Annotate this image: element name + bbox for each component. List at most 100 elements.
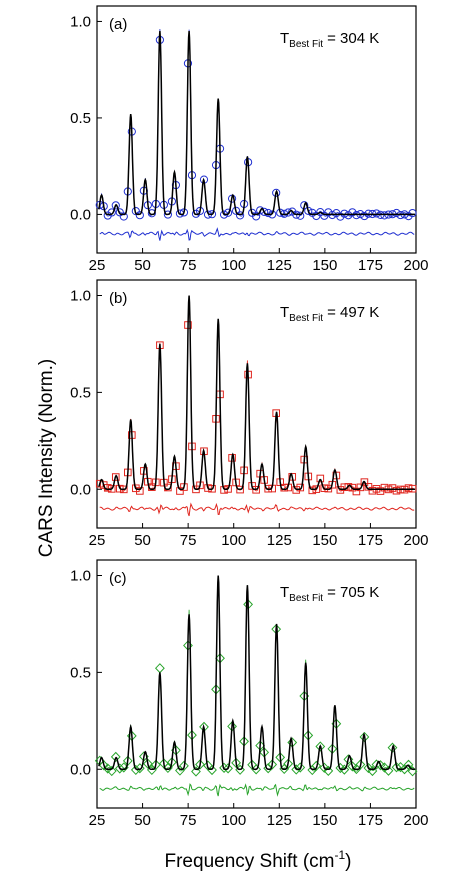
data-point — [379, 762, 390, 773]
data-point — [339, 764, 350, 775]
data-point — [231, 757, 241, 768]
y-tick-label: 1.0 — [70, 568, 91, 585]
data-point — [372, 209, 381, 218]
data-point — [284, 208, 293, 217]
data-point — [204, 484, 212, 492]
best-fit-temperature: TBest Fit = 497 K — [280, 304, 379, 324]
panel-label: (b) — [109, 290, 127, 307]
data-point — [403, 759, 414, 770]
x-tick-label: 175 — [358, 812, 383, 829]
fit-curve — [98, 31, 416, 216]
data-point — [99, 481, 108, 489]
data-point — [252, 212, 261, 221]
x-tick-label: 150 — [312, 532, 337, 549]
best-fit-temperature: TBest Fit = 705 K — [280, 584, 379, 604]
data-point — [347, 761, 358, 772]
data-point — [408, 208, 417, 218]
plot-frame — [96, 5, 417, 254]
panel-label: (a) — [109, 16, 127, 33]
best-fit-temperature: TBest Fit = 304 K — [280, 30, 379, 50]
data-point — [360, 478, 369, 486]
experimental-trace — [99, 297, 415, 492]
data-point — [163, 210, 173, 219]
data-point — [150, 759, 161, 770]
y-tick-label: 1.0 — [70, 13, 91, 30]
data-point — [110, 751, 121, 763]
panel-label: (c) — [109, 570, 127, 587]
data-point — [135, 211, 144, 220]
x-tick-label: 200 — [403, 532, 428, 549]
data-point — [356, 483, 365, 492]
residual-trace — [99, 227, 415, 241]
y-tick-label: 0.0 — [70, 761, 91, 778]
data-point — [252, 485, 260, 494]
data-point — [272, 188, 281, 197]
data-point — [296, 483, 305, 492]
x-axis-label: Frequency Shift (cm-1) — [165, 848, 352, 872]
x-tick-label: 150 — [312, 812, 337, 829]
data-point — [388, 484, 397, 492]
x-tick-label: 50 — [134, 532, 151, 549]
x-tick-label: 200 — [403, 812, 428, 829]
data-point — [154, 663, 165, 674]
data-point — [311, 760, 322, 772]
data-point — [114, 763, 125, 774]
data-point — [98, 760, 109, 771]
data-point — [220, 486, 228, 494]
x-tick-label: 75 — [180, 532, 197, 549]
x-tick-label: 125 — [267, 532, 292, 549]
data-point — [176, 487, 184, 495]
data-point — [380, 483, 389, 492]
data-point — [320, 484, 329, 492]
fit-curve — [98, 295, 416, 491]
y-tick-label: 0.5 — [70, 384, 91, 401]
data-point — [132, 484, 140, 493]
data-point — [295, 762, 306, 773]
data-point — [315, 741, 326, 752]
data-point — [296, 211, 305, 220]
data-point — [380, 211, 389, 220]
panel-1: 25 50 75 100 125 150 175 200 0.0 0.5 1.0 (b) TBest F… — [70, 279, 429, 549]
y-tick-label: 1.0 — [70, 288, 91, 305]
data-point — [231, 206, 241, 215]
x-tick-label: 75 — [180, 257, 197, 274]
x-tick-label: 50 — [134, 257, 151, 274]
data-point — [368, 486, 377, 495]
panel-0: 25 50 75 100 125 150 175 200 0.0 0.5 1.0 (a) TBest F… — [70, 5, 429, 274]
data-point — [207, 764, 217, 776]
data-point — [308, 486, 317, 495]
data-point — [111, 473, 120, 481]
data-point — [195, 759, 205, 770]
data-point — [283, 758, 294, 769]
x-tick-label: 175 — [358, 532, 383, 549]
x-tick-label: 25 — [89, 257, 106, 274]
x-tick-label: 100 — [221, 257, 246, 274]
data-point — [404, 484, 413, 492]
x-tick-label: 175 — [358, 257, 383, 274]
x-tick-label: 75 — [180, 812, 197, 829]
data-point — [147, 209, 156, 218]
data-point — [291, 764, 302, 775]
data-point — [391, 762, 402, 773]
data-point — [142, 758, 153, 769]
y-axis-label: CARS Intensity (Norm.) — [36, 359, 57, 557]
residual-trace — [99, 502, 415, 517]
x-tick-label: 100 — [221, 532, 246, 549]
data-point — [392, 486, 401, 495]
data-point — [319, 762, 330, 773]
experimental-trace — [99, 577, 415, 772]
data-point — [392, 208, 401, 218]
data-point — [407, 766, 418, 777]
fit-curve — [98, 575, 416, 770]
x-tick-label: 150 — [312, 257, 337, 274]
x-tick-label: 100 — [221, 812, 246, 829]
data-point — [363, 762, 374, 774]
x-tick-label: 25 — [89, 812, 106, 829]
data-point — [136, 487, 144, 495]
data-point — [324, 208, 333, 217]
x-tick-label: 125 — [267, 257, 292, 274]
data-point — [192, 485, 200, 494]
plot-frame — [96, 279, 417, 529]
data-point — [223, 763, 233, 774]
